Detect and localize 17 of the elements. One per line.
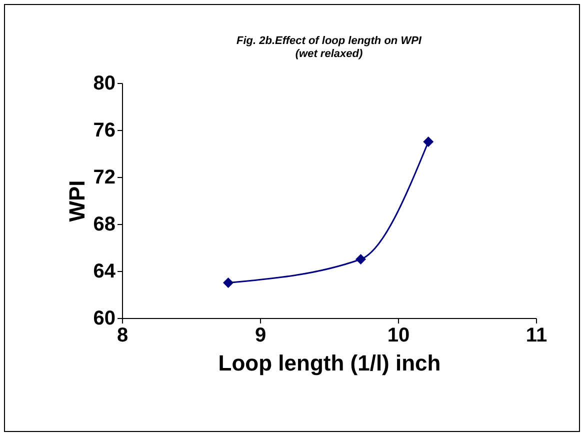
y-tick-label: 80 — [93, 72, 116, 94]
point — [355, 254, 366, 264]
y-axis-title: WPI — [64, 180, 90, 222]
y-tick-label: 68 — [93, 214, 116, 236]
x-tick-label: 8 — [116, 324, 128, 346]
x-tick-label: 10 — [387, 324, 410, 346]
y-tick-label: 64 — [93, 260, 116, 282]
text: (wet relaxed) — [295, 48, 363, 60]
text: Fig. 2b.Effect of loop length on WPI — [236, 35, 422, 47]
y-tick-label: 60 — [93, 308, 116, 330]
x-tick-label: 9 — [254, 324, 266, 346]
y-tick-label: 72 — [93, 166, 116, 188]
point — [223, 278, 234, 288]
point — [423, 136, 434, 147]
x-axis-title: Loop length (1/l) inch — [218, 350, 441, 376]
x-tick-label: 11 — [526, 324, 548, 346]
y-tick-label: 76 — [93, 120, 116, 142]
